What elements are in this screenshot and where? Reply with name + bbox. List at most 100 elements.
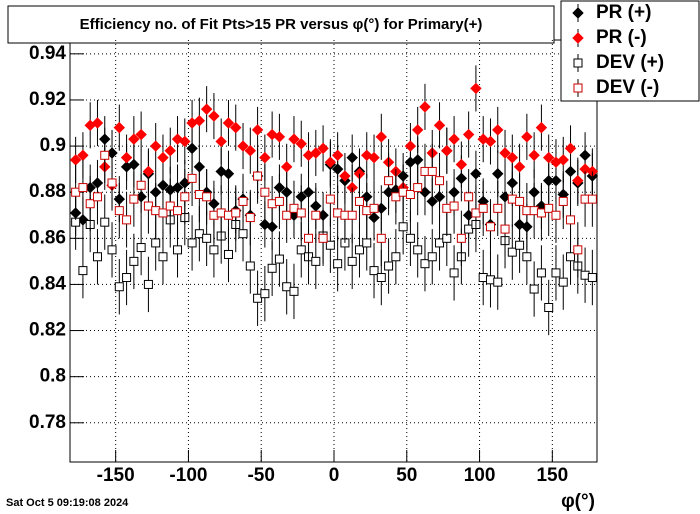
marker [78, 183, 88, 193]
marker [368, 151, 380, 164]
marker [515, 196, 525, 206]
marker [251, 124, 264, 136]
marker [208, 110, 220, 122]
marker [471, 208, 481, 218]
marker [114, 282, 124, 292]
marker [289, 203, 299, 213]
marker [78, 266, 88, 276]
marker [331, 149, 344, 162]
marker [165, 201, 175, 211]
marker [142, 165, 155, 178]
marker [493, 277, 503, 287]
marker [558, 196, 568, 206]
y-tick-label: 0.8 [40, 366, 66, 387]
marker [193, 115, 206, 127]
marker [180, 192, 190, 202]
marker [274, 254, 284, 264]
marker [573, 245, 583, 255]
marker [85, 199, 95, 209]
marker [100, 150, 110, 160]
marker [158, 252, 168, 262]
marker [325, 194, 335, 204]
marker [557, 154, 569, 166]
marker [91, 117, 104, 129]
plot: 0.78 0.8 0.82 0.84 0.86 0.88 0.9 0.92 0.94 -150 -1… [29, 40, 599, 486]
marker [295, 138, 307, 150]
marker [369, 266, 379, 276]
marker [587, 194, 597, 204]
marker [375, 131, 388, 143]
marker [114, 206, 124, 216]
legend: PR (+) PR (-) DEV (+) DEV (-) [572, 2, 664, 98]
y-tick-label: 0.78 [29, 412, 66, 433]
marker [273, 131, 286, 143]
marker [230, 121, 242, 134]
marker [485, 222, 495, 232]
marker [223, 249, 233, 259]
marker [515, 240, 525, 250]
marker [535, 121, 548, 134]
marker [391, 192, 401, 202]
marker [419, 101, 431, 113]
marker [302, 186, 315, 198]
marker [376, 233, 386, 243]
marker [427, 252, 437, 262]
marker [551, 268, 561, 278]
marker [260, 289, 270, 299]
marker [318, 233, 328, 243]
marker [310, 147, 322, 159]
marker [187, 238, 197, 248]
marker [346, 151, 358, 164]
marker [484, 135, 497, 148]
marker [464, 192, 474, 202]
chart-title: Efficiency no. of Fit Pts>15 PR versus φ… [80, 16, 483, 33]
marker [274, 196, 284, 206]
marker [404, 140, 417, 152]
marker [507, 247, 517, 257]
marker [448, 133, 460, 145]
marker [136, 243, 146, 253]
marker [282, 210, 292, 220]
marker [135, 128, 147, 141]
marker [245, 213, 255, 223]
y-tick-label: 0.94 [29, 43, 66, 64]
marker [194, 229, 204, 239]
marker [253, 171, 263, 181]
y-tick-label: 0.92 [29, 89, 66, 110]
marker [433, 119, 446, 132]
marker [551, 210, 561, 220]
x-tick-label: 150 [536, 465, 568, 486]
marker [435, 176, 445, 186]
marker [369, 203, 379, 213]
marker [347, 256, 357, 266]
y-tick-label: 0.82 [29, 320, 66, 341]
marker [143, 279, 153, 289]
legend-label: PR (-) [596, 27, 647, 48]
marker [113, 121, 126, 134]
marker [405, 233, 415, 243]
marker [164, 144, 176, 157]
title-box [7, 5, 555, 44]
footer: Sat Oct 5 09:19:08 2024 [6, 497, 129, 509]
marker [435, 238, 445, 248]
legend-label: DEV (+) [596, 52, 664, 73]
marker [506, 151, 519, 164]
legend-box [560, 0, 700, 102]
marker [311, 210, 321, 220]
marker [202, 192, 212, 202]
marker [107, 245, 117, 255]
marker [149, 140, 162, 152]
marker [158, 208, 168, 218]
marker [384, 176, 394, 186]
x-tick-label: -100 [169, 465, 207, 486]
marker [391, 252, 401, 262]
marker [544, 203, 554, 213]
marker [282, 282, 292, 292]
marker [288, 133, 300, 145]
marker [347, 210, 357, 220]
marker [107, 178, 117, 188]
marker [492, 124, 504, 136]
marker [129, 194, 139, 204]
marker [427, 166, 437, 176]
